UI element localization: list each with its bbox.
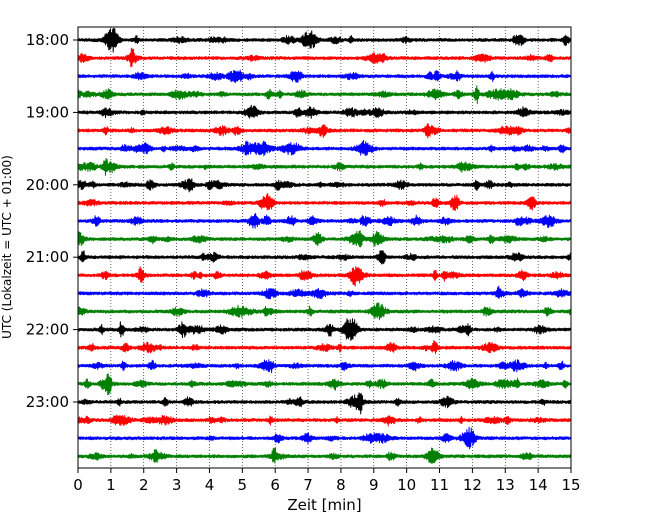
- trace-layer: [77, 27, 572, 464]
- x-tick-label: 1: [106, 476, 116, 494]
- y-tick-label: 21:00: [26, 248, 69, 266]
- x-tick-label: 10: [397, 476, 416, 494]
- x-axis-ticks: 0 1 2 3 4 5 6 7 8 9 10 11 12 13 14 15: [73, 468, 581, 494]
- trace-2230: [77, 359, 572, 374]
- x-tick-label: 13: [496, 476, 515, 494]
- trace-2045: [77, 230, 572, 248]
- y-axis-ticks: 18:00 19:00 20:00 21:00 22:00 23:00: [26, 31, 78, 411]
- y-tick-label: 19:00: [26, 103, 69, 121]
- trace-2300: [77, 392, 572, 415]
- trace-1815: [77, 47, 572, 68]
- trace-2315: [77, 414, 572, 427]
- x-tick-label: 6: [270, 476, 280, 494]
- trace-1915: [77, 123, 572, 139]
- trace-2030: [77, 212, 572, 229]
- x-tick-label: 12: [463, 476, 482, 494]
- y-axis-title: UTC (Lokalzeit = UTC + 01:00): [0, 155, 14, 339]
- y-tick-label: 18:00: [26, 31, 69, 49]
- x-tick-label: 4: [205, 476, 215, 494]
- y-tick-label: 22:00: [26, 321, 69, 339]
- trace-2000: [77, 178, 572, 193]
- trace-2215: [77, 340, 572, 355]
- x-tick-label: 8: [336, 476, 346, 494]
- x-tick-label: 9: [369, 476, 379, 494]
- trace-2015: [77, 193, 572, 212]
- x-tick-label: 5: [238, 476, 248, 494]
- trace-1800: [77, 27, 572, 53]
- trace-1830: [77, 69, 572, 84]
- trace-2130: [77, 285, 572, 300]
- trace-2115: [77, 265, 572, 287]
- x-tick-label: 7: [303, 476, 313, 494]
- trace-2200: [77, 318, 572, 342]
- trace-1845: [77, 85, 572, 104]
- trace-1930: [77, 139, 572, 157]
- trace-2245: [77, 373, 572, 396]
- x-tick-label: 14: [529, 476, 548, 494]
- x-tick-label: 15: [561, 476, 580, 494]
- trace-1900: [77, 104, 572, 119]
- x-axis-title: Zeit [min]: [287, 496, 361, 514]
- y-tick-label: 20:00: [26, 176, 69, 194]
- x-tick-label: 3: [172, 476, 182, 494]
- x-tick-label: 11: [430, 476, 449, 494]
- trace-1945: [77, 157, 572, 176]
- y-tick-label: 23:00: [26, 393, 69, 411]
- trace-2100: [77, 250, 572, 265]
- trace-2330: [77, 426, 572, 450]
- plot-frame: [77, 26, 572, 469]
- trace-2145: [77, 302, 572, 321]
- x-tick-label: 2: [139, 476, 149, 494]
- trace-2345: [77, 447, 572, 464]
- x-tick-label: 0: [73, 476, 83, 494]
